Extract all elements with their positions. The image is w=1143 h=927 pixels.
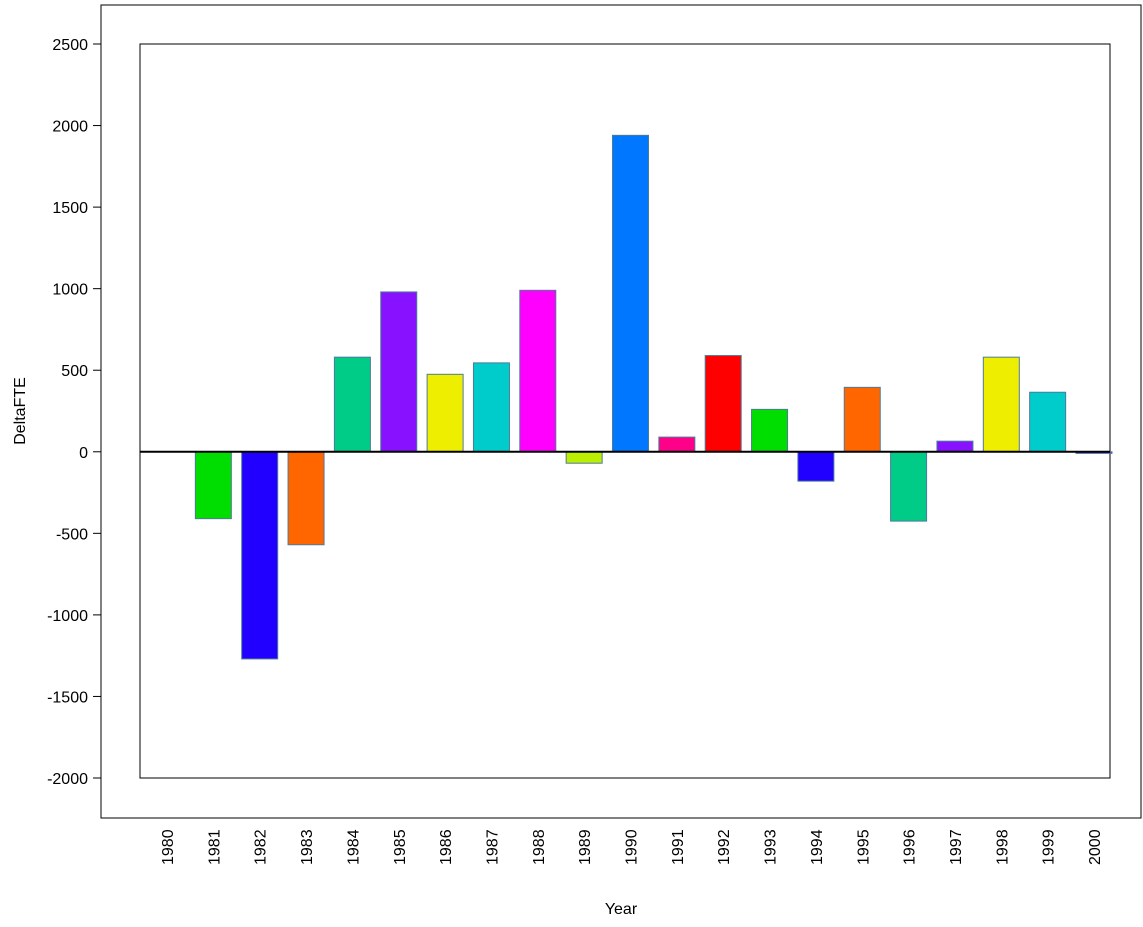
x-tick-label: 2000 <box>1087 829 1104 865</box>
bar-1981 <box>194 451 232 520</box>
x-tick-label: 1982 <box>253 829 270 865</box>
y-tick-label: 500 <box>61 363 88 380</box>
x-tick-label: 1987 <box>484 829 501 865</box>
bar-1995 <box>843 386 881 453</box>
bar-1991 <box>658 436 696 453</box>
bar-1988 <box>519 289 557 453</box>
bar-1994 <box>797 451 835 482</box>
y-tick-label: 2500 <box>52 37 88 54</box>
x-tick-label: 1983 <box>299 829 316 865</box>
plot-area-frame <box>139 43 1111 779</box>
bar-1984 <box>333 356 371 453</box>
x-tick-label: 1996 <box>902 829 919 865</box>
x-tick-label: 1992 <box>716 829 733 865</box>
bar-1996 <box>890 451 928 522</box>
x-tick-label: 1984 <box>345 829 362 865</box>
x-tick-label: 1994 <box>809 829 826 865</box>
y-axis-ticks: -2000 -1500 -1000 -500 0 500 1000 1500 2000 2500 <box>47 37 101 788</box>
x-tick-label: 1981 <box>206 829 223 865</box>
x-tick-label: 1980 <box>160 829 177 865</box>
bar-1985 <box>380 291 418 453</box>
bar-1992 <box>704 355 742 453</box>
x-tick-label: 1995 <box>855 829 872 865</box>
y-axis-title: DeltaFTE <box>12 377 29 445</box>
bar-1987 <box>472 362 510 453</box>
bar-1983 <box>287 451 325 546</box>
bar-1989 <box>565 451 603 464</box>
y-tick-label: -1000 <box>47 608 88 625</box>
bar-1998 <box>982 356 1020 453</box>
y-tick-label: -500 <box>56 526 88 543</box>
x-tick-label: 1986 <box>438 829 455 865</box>
bar-1997 <box>936 440 974 453</box>
x-tick-label: 1997 <box>948 829 965 865</box>
bars <box>194 134 1113 660</box>
bar-1999 <box>1029 391 1067 453</box>
bar-1993 <box>751 408 789 453</box>
x-tick-label: 1999 <box>1041 829 1058 865</box>
x-axis-title: Year <box>605 901 638 918</box>
y-tick-label: 0 <box>79 445 88 462</box>
outer-frame <box>100 4 1142 819</box>
x-axis-ticks: 1980 1981 1982 1983 1984 1985 1986 1987 1988 1989… <box>160 829 1104 865</box>
x-tick-label: 1993 <box>763 829 780 865</box>
x-tick-label: 1998 <box>994 829 1011 865</box>
y-tick-label: 1500 <box>52 200 88 217</box>
x-tick-label: 1989 <box>577 829 594 865</box>
y-tick-label: -1500 <box>47 689 88 706</box>
bar-1990 <box>612 134 649 453</box>
x-tick-label: 1985 <box>392 829 409 865</box>
y-tick-label: 1000 <box>52 282 88 299</box>
bar-1986 <box>426 373 464 453</box>
y-tick-label: 2000 <box>52 119 88 136</box>
bar-1982 <box>241 451 279 660</box>
x-tick-label: 1991 <box>670 829 687 865</box>
y-tick-label: -2000 <box>47 771 88 788</box>
x-tick-label: 1988 <box>531 829 548 865</box>
x-tick-label: 1990 <box>624 829 641 865</box>
